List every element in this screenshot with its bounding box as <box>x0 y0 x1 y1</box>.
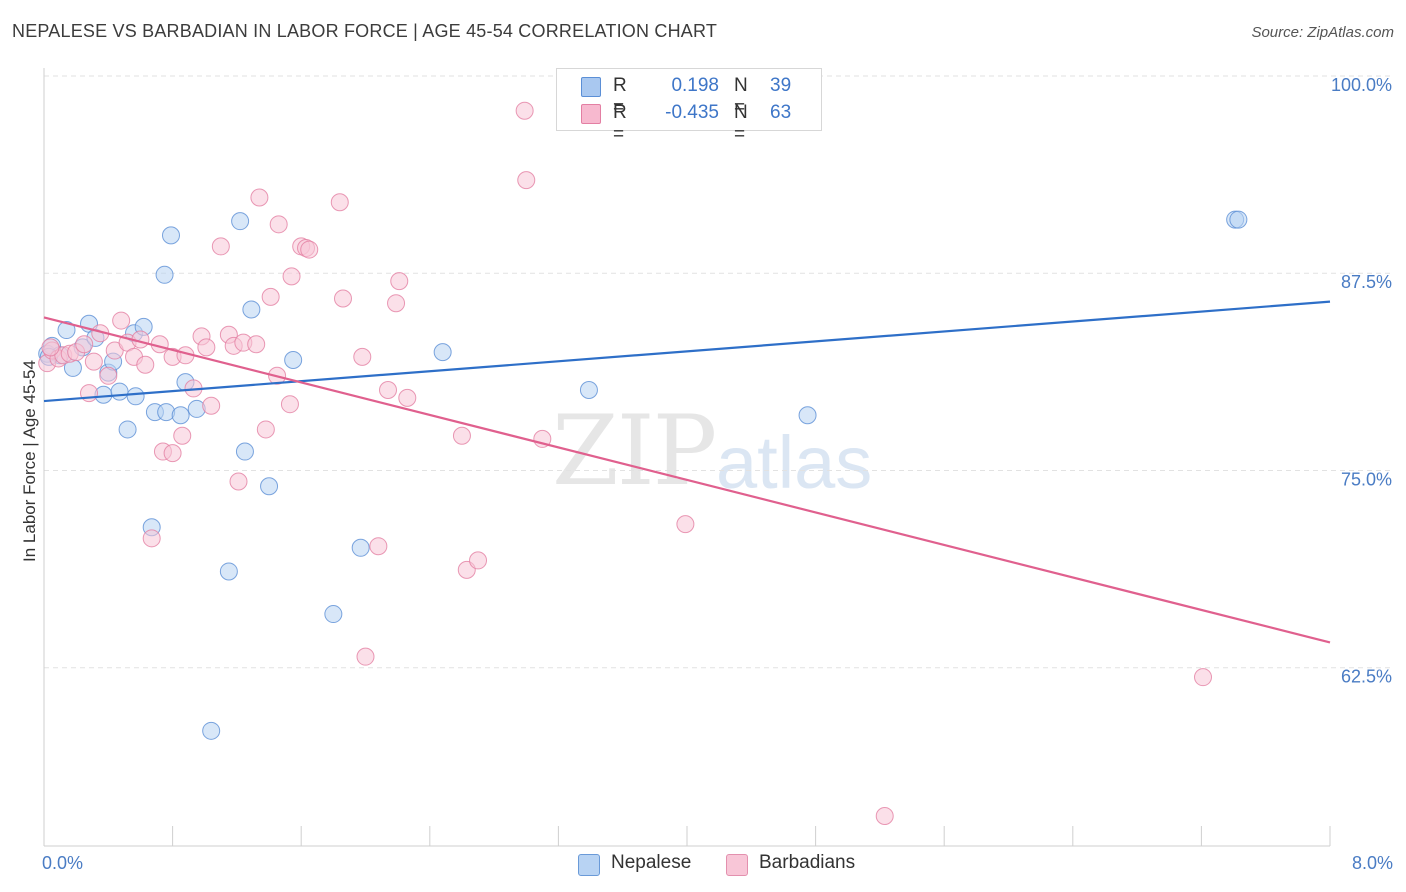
data-point <box>105 341 124 360</box>
data-point <box>136 355 155 374</box>
y-tick-label: 75.0% <box>1341 469 1392 489</box>
n-value: 63 <box>770 102 792 123</box>
data-point <box>517 171 536 190</box>
data-point <box>353 347 372 366</box>
data-point <box>579 380 598 399</box>
data-point <box>433 343 452 362</box>
data-point <box>369 537 388 556</box>
n-label: N = <box>734 75 748 118</box>
data-point <box>235 442 254 461</box>
data-point <box>1194 668 1213 687</box>
r-label: R = <box>613 75 627 118</box>
data-point <box>219 562 238 581</box>
nepalese-legend-swatch <box>578 854 600 876</box>
data-point <box>351 538 370 557</box>
barbadians-legend-swatch <box>726 854 748 876</box>
watermark-zip: ZIP <box>552 395 717 507</box>
trend-layer <box>43 300 1331 644</box>
data-point <box>333 289 352 308</box>
data-point <box>163 444 182 463</box>
data-point <box>118 420 137 439</box>
legend-label-nepalese: Nepalese <box>611 852 692 873</box>
data-point <box>261 287 280 306</box>
data-point <box>280 395 299 414</box>
y-axis-label: In Labor Force | Age 45-54 <box>20 360 39 562</box>
data-point <box>211 237 230 256</box>
data-point <box>515 101 534 120</box>
stats-legend: R = 0.198 N = 39 R = -0.435 N = 63 <box>556 68 822 145</box>
barbadians-swatch <box>581 104 601 124</box>
data-point <box>390 272 409 291</box>
data-point <box>875 807 894 826</box>
data-point <box>99 366 118 385</box>
data-point <box>57 321 76 340</box>
data-point <box>284 351 303 370</box>
data-point <box>110 382 129 401</box>
data-point <box>469 551 488 570</box>
trend-line-barbadians <box>43 316 1331 644</box>
series-layer <box>38 101 1248 826</box>
data-point <box>676 515 695 534</box>
data-point <box>231 212 250 231</box>
axis-labels: 62.5% 75.0% 87.5% 100.0% 0.0% 8.0% In Labor Fo… <box>20 75 1393 873</box>
data-point <box>256 420 275 439</box>
watermark-atlas: atlas <box>716 421 873 504</box>
data-point <box>798 406 817 425</box>
gridlines <box>44 75 1394 669</box>
data-point <box>155 265 174 284</box>
data-point <box>282 267 301 286</box>
data-point <box>379 380 398 399</box>
y-tick-label: 87.5% <box>1341 272 1392 292</box>
data-point <box>269 215 288 234</box>
data-point <box>356 647 375 666</box>
data-point <box>75 335 94 354</box>
data-point <box>398 388 417 407</box>
data-point <box>197 338 216 357</box>
data-point <box>250 188 269 207</box>
y-tick-label: 62.5% <box>1341 667 1392 687</box>
y-tick-label: 100.0% <box>1331 75 1392 95</box>
data-point <box>202 721 221 740</box>
chart-title: NEPALESE VS BARBADIAN IN LABOR FORCE | A… <box>12 21 718 41</box>
data-point <box>330 193 349 212</box>
data-point <box>142 529 161 548</box>
data-point <box>1229 210 1248 229</box>
r-value: 0.198 <box>671 75 719 96</box>
series-barbadians <box>38 101 1213 826</box>
n-value: 39 <box>770 75 792 96</box>
data-point <box>229 472 248 491</box>
legend-label-barbadians: Barbadians <box>759 852 856 873</box>
source-credit: Source: ZipAtlas.com <box>1251 24 1394 41</box>
data-point <box>247 335 266 354</box>
data-point <box>84 352 103 371</box>
trend-line-nepalese <box>43 300 1331 403</box>
data-point <box>202 396 221 415</box>
data-point <box>126 387 145 406</box>
x-tick-label-start: 0.0% <box>42 853 83 873</box>
nepalese-swatch <box>581 77 601 97</box>
axes <box>43 68 1331 847</box>
data-point <box>242 300 261 319</box>
data-point <box>260 477 279 496</box>
data-point <box>161 226 180 245</box>
data-point <box>41 338 60 357</box>
data-point <box>324 605 343 624</box>
data-point <box>387 294 406 313</box>
data-point <box>112 311 131 330</box>
r-value: -0.435 <box>665 102 719 123</box>
data-point <box>173 426 192 445</box>
x-tick-label-end: 8.0% <box>1352 853 1393 873</box>
data-point <box>452 426 471 445</box>
r-label: R = <box>613 102 627 145</box>
series-nepalese <box>38 210 1248 740</box>
data-point <box>300 240 319 259</box>
data-point <box>171 406 190 425</box>
n-label: N = <box>734 102 748 145</box>
